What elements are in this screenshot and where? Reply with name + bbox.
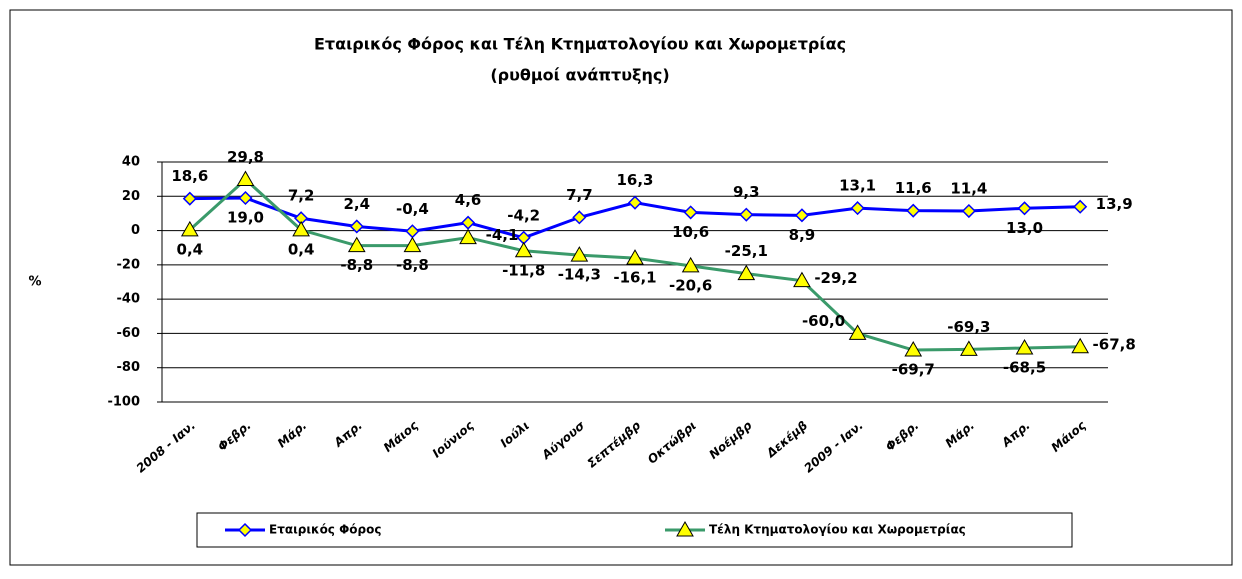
- chart-border: [9, 9, 1233, 566]
- data-label: 11,4: [950, 180, 987, 198]
- data-label: -60,0: [802, 312, 845, 330]
- data-label: 13,9: [1096, 195, 1133, 213]
- y-axis-label: %: [28, 275, 41, 290]
- data-point: [793, 271, 811, 288]
- data-label: 7,2: [288, 187, 315, 205]
- data-label: 0,4: [177, 240, 204, 258]
- data-label: 19,0: [227, 209, 264, 227]
- y-tick-label: -100: [107, 395, 140, 410]
- legend-label: Εταιρικός Φόρος: [269, 523, 382, 537]
- legend-label: Τέλη Κτηματολογίου και Χωρομετρίας: [709, 523, 966, 537]
- y-tick-label: 20: [122, 189, 140, 204]
- data-label: 2,4: [343, 195, 370, 213]
- data-point: [960, 340, 978, 356]
- data-point: [848, 324, 867, 340]
- data-label: 7,7: [566, 186, 593, 204]
- data-point: [961, 203, 976, 219]
- data-point: [1073, 199, 1088, 214]
- y-tick-label: -80: [117, 360, 141, 375]
- data-point: [236, 170, 255, 186]
- data-point: [1015, 338, 1034, 355]
- data-label: -14,3: [558, 266, 601, 284]
- data-label: -11,8: [502, 261, 545, 279]
- data-label: 8,9: [789, 226, 816, 244]
- y-tick-label: -20: [117, 257, 141, 272]
- legend-box: [196, 512, 1073, 548]
- y-tick-label: 40: [122, 155, 140, 170]
- data-point: [737, 264, 756, 281]
- data-label: -69,7: [892, 361, 935, 379]
- data-label: -25,1: [725, 242, 768, 260]
- data-point: [182, 191, 197, 206]
- data-point: [1071, 337, 1090, 354]
- data-label: -67,8: [1093, 335, 1136, 353]
- chart-title: Εταιρικός Φόρος και Τέλη Κτηματολογίου κ…: [314, 35, 846, 54]
- data-label: 13,0: [1006, 219, 1043, 237]
- legend-marker: [676, 520, 694, 537]
- data-label: 11,6: [895, 179, 932, 197]
- data-label: -4,2: [507, 206, 540, 224]
- data-label: 13,1: [839, 177, 876, 195]
- data-label: -68,5: [1003, 359, 1046, 377]
- data-point: [292, 220, 310, 237]
- data-point: [627, 195, 643, 210]
- data-label: -8,8: [340, 256, 373, 274]
- data-label: -16,1: [613, 269, 656, 287]
- data-label: -29,2: [814, 269, 857, 287]
- data-label: 29,8: [227, 148, 264, 166]
- y-tick-label: 0: [131, 223, 140, 238]
- data-point: [347, 236, 366, 253]
- legend-marker: [237, 522, 253, 538]
- data-point: [794, 208, 810, 223]
- data-point: [683, 205, 698, 220]
- data-label: 0,4: [288, 240, 315, 258]
- data-label: -69,3: [947, 318, 990, 336]
- data-point: [1017, 201, 1032, 216]
- data-point: [459, 228, 477, 245]
- data-point: [403, 236, 422, 253]
- y-tick-label: -40: [117, 292, 141, 307]
- data-label: 16,3: [616, 171, 653, 189]
- data-point: [180, 220, 199, 237]
- data-label: -4,1: [486, 226, 519, 244]
- y-tick-label: -60: [117, 326, 141, 341]
- data-label: 4,6: [455, 191, 482, 209]
- data-point: [570, 246, 589, 262]
- data-label: 10,6: [672, 223, 709, 241]
- data-point: [572, 210, 587, 225]
- data-point: [349, 219, 364, 234]
- data-point: [906, 203, 921, 218]
- data-point: [681, 256, 700, 273]
- data-point: [514, 241, 533, 258]
- data-point: [626, 249, 644, 265]
- data-point: [238, 190, 253, 206]
- data-label: -20,6: [669, 276, 712, 294]
- data-label: 18,6: [171, 167, 208, 185]
- data-label: -8,8: [396, 256, 429, 274]
- data-point: [739, 207, 754, 222]
- data-point: [904, 341, 923, 357]
- chart-subtitle: (ρυθμοί ανάπτυξης): [490, 66, 669, 85]
- data-label: 9,3: [733, 183, 760, 201]
- data-point: [850, 201, 865, 216]
- data-label: -0,4: [396, 200, 429, 218]
